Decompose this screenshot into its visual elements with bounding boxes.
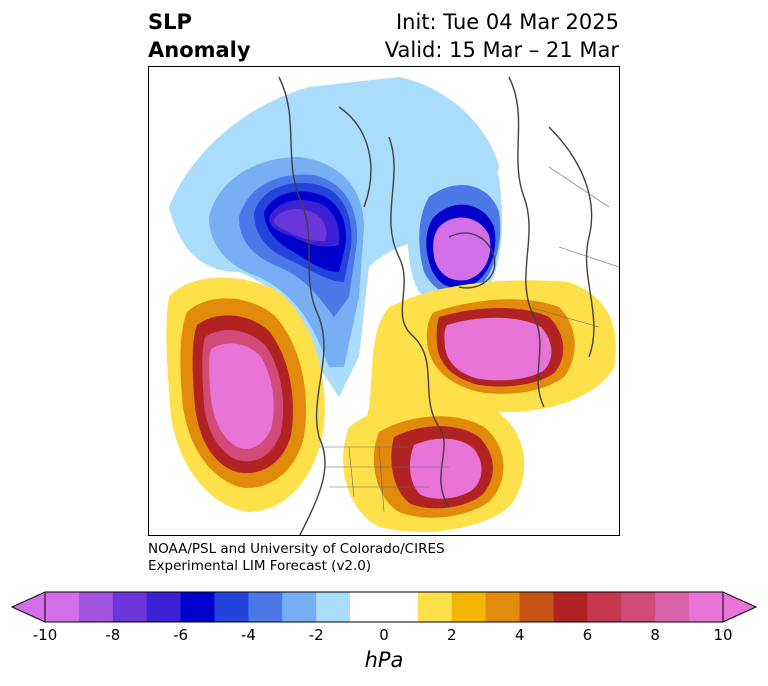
credit-line-1: NOAA/PSL and University of Colorado/CIRE… (148, 541, 445, 557)
arctic-low-core (433, 217, 491, 281)
colorbar-left-arrow (10, 591, 46, 623)
date-info: Init: Tue 04 Mar 2025 Valid: 15 Mar – 21… (385, 8, 619, 64)
colorbar-cell (146, 592, 182, 622)
colorbar-cell (78, 592, 114, 622)
colorbar (10, 591, 758, 623)
init-date: Init: Tue 04 Mar 2025 (395, 10, 619, 34)
colorbar-cell (553, 592, 588, 622)
colorbar-cell (180, 592, 215, 622)
colorbar-cell (451, 592, 487, 622)
atlantic-high-core (444, 317, 552, 381)
map-title: SLP Anomaly (148, 8, 251, 64)
colorbar-cell (45, 592, 80, 622)
colorbar-tick-label: 2 (447, 626, 457, 644)
coastlines (278, 76, 595, 535)
credit-line-2: Experimental LIM Forecast (v2.0) (148, 558, 372, 574)
colorbar-cell (282, 592, 317, 622)
colorbar-tick-label: -2 (308, 626, 324, 644)
east-coast-high-core (409, 438, 482, 499)
anomaly-map (148, 66, 620, 536)
colorbar-tick-label: 4 (514, 626, 525, 644)
colorbar-frame (44, 591, 724, 623)
colorbar-ticks: -10 -8 -6 -4 -2 0 2 4 6 8 10 (0, 626, 768, 646)
colorbar-tick-label: -6 (173, 626, 189, 644)
title-line-2: Anomaly (148, 38, 251, 62)
colorbar-cell (350, 592, 385, 622)
title-line-1: SLP (148, 10, 192, 34)
low-anomaly-core (273, 209, 327, 242)
colorbar-unit: hPa (364, 648, 404, 672)
borders (319, 166, 619, 513)
colorbar-cell (214, 592, 249, 622)
colorbar-cell (316, 592, 351, 622)
colorbar-cell (519, 592, 554, 622)
colorbar-cell (587, 592, 622, 622)
colorbar-right-arrow (722, 591, 758, 623)
colorbar-tick-label: -10 (32, 626, 58, 644)
colorbar-cell (485, 592, 521, 622)
colorbar-tick-label: 8 (650, 626, 660, 644)
colorbar-tick-label: 10 (713, 626, 733, 644)
anomaly-map-svg (166, 76, 619, 535)
colorbar-tick-label: -8 (105, 626, 121, 644)
colorbar-cell (417, 592, 453, 622)
colorbar-cell (621, 592, 656, 622)
pacific-high-core (209, 343, 274, 449)
colorbar-cells (45, 592, 724, 622)
colorbar-cell (689, 592, 724, 622)
colorbar-cell (655, 592, 690, 622)
colorbar-cell (384, 592, 419, 622)
valid-date: Valid: 15 Mar – 21 Mar (384, 38, 619, 62)
colorbar-tick-label: -4 (240, 626, 256, 644)
colorbar-tick-label: 0 (379, 626, 389, 644)
colorbar-cell (248, 592, 283, 622)
colorbar-cell (112, 592, 148, 622)
colorbar-tick-label: 6 (582, 626, 593, 644)
credit: NOAA/PSL and University of Colorado/CIRE… (148, 541, 445, 575)
